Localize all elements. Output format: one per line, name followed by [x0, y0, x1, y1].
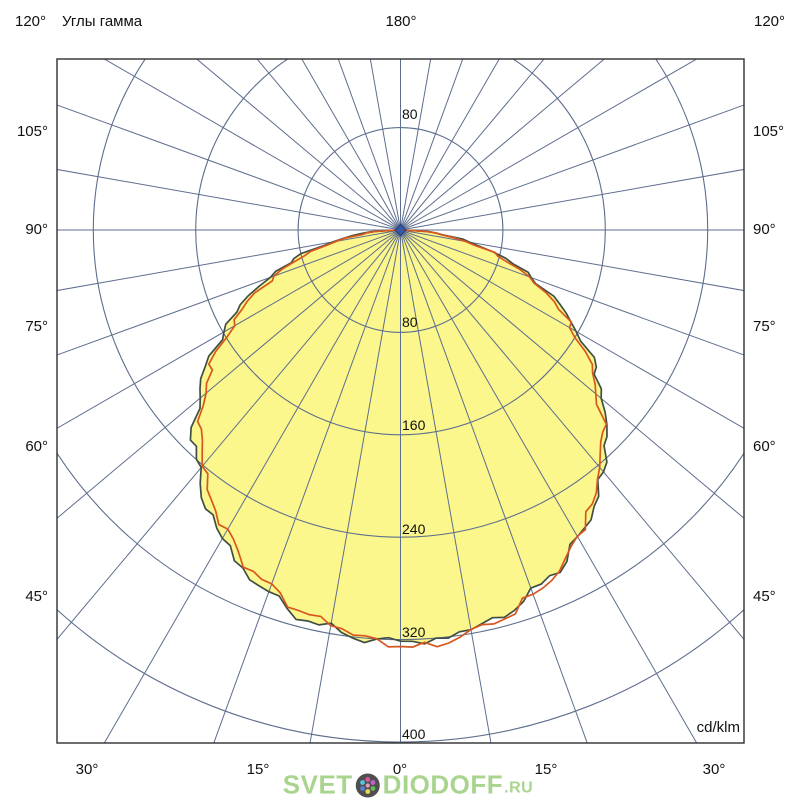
grid-ray: [400, 229, 744, 356]
grid-ray: [57, 229, 401, 641]
grid-ray: [400, 59, 464, 231]
grid-ray: [256, 59, 401, 231]
watermark-text-prefix: SVET: [282, 769, 353, 800]
angle-label-gamma: 30°: [702, 761, 726, 778]
angle-label-gamma: 60°: [25, 438, 48, 455]
angle-label-gamma: 120°: [15, 13, 47, 30]
grid-ray: [400, 229, 744, 519]
grid-ray: [57, 229, 401, 356]
angle-label-gamma: 90°: [25, 221, 48, 238]
angle-label-gamma: 30°: [75, 761, 99, 778]
angle-label-gamma: 0°: [392, 761, 408, 778]
plot-frame: [56, 58, 745, 744]
distribution-fill: [190, 230, 607, 644]
grid-ray: [103, 59, 401, 231]
grid-ray: [400, 229, 744, 292]
angle-label-gamma: 15°: [246, 761, 270, 778]
grid-ray: [400, 229, 698, 743]
angle-label-gamma: 105°: [753, 123, 785, 140]
grid-ray: [400, 229, 588, 743]
grid-ray: [57, 168, 401, 231]
angle-label-gamma: 15°: [534, 761, 558, 778]
angle-label-gamma: 120°: [754, 13, 786, 30]
grid-ray: [337, 59, 401, 231]
grid-ray: [213, 229, 401, 743]
angle-label-gamma: 90°: [753, 221, 776, 238]
grid-ray: [400, 59, 606, 231]
intensity-curve-c90-c270: [196, 229, 608, 648]
chart-title: Углы гамма: [62, 13, 143, 30]
grid-ray: [400, 59, 432, 231]
polar-origin-marker: [394, 223, 407, 237]
grid-ray: [57, 229, 401, 292]
grid-ray: [400, 229, 744, 641]
angle-label-gamma: 45°: [25, 588, 48, 605]
grid-ray: [400, 168, 744, 231]
grid-ray: [57, 104, 401, 231]
grid-ray: [400, 59, 698, 231]
watermark-logo[interactable]: SVET DIODOFF .RU: [283, 770, 533, 800]
unit-label: cd/klm: [696, 719, 740, 736]
angle-label-gamma: 75°: [753, 318, 776, 335]
radial-tick-label: 320: [402, 624, 426, 640]
angle-label-gamma: 45°: [753, 588, 776, 605]
angle-label-gamma: 105°: [16, 123, 48, 140]
radial-tick-label: 240: [402, 521, 426, 537]
grid-ray: [400, 59, 545, 231]
intensity-curve-c0-c180: [189, 229, 608, 645]
grid-ray: [400, 59, 500, 231]
grid-ray: [57, 229, 401, 429]
grid-ray: [103, 229, 401, 743]
radial-tick-label: 160: [402, 417, 426, 433]
radial-tick-label: 80: [402, 106, 418, 122]
grid-ray: [57, 229, 401, 519]
watermark-text-tld: .RU: [504, 779, 534, 797]
grid-ray: [369, 59, 401, 231]
grid-ray: [195, 59, 401, 231]
angle-label-gamma: 75°: [25, 318, 48, 335]
radial-tick-label: 400: [402, 726, 426, 742]
grid-ray: [301, 59, 401, 231]
angle-label-180: 180°: [385, 13, 417, 30]
grid-ray: [309, 229, 401, 743]
grid-ray: [400, 104, 744, 231]
watermark-text-suffix: DIODOFF: [382, 769, 504, 800]
grid-ray: [400, 229, 492, 743]
radial-tick-label: 80: [402, 314, 418, 330]
angle-label-gamma: 60°: [753, 438, 776, 455]
led-logo-icon: [355, 772, 381, 798]
grid-ray: [400, 229, 744, 429]
